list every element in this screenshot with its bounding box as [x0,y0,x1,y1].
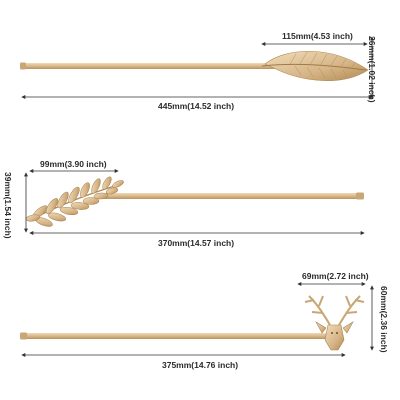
stick-end-cap [20,62,26,70]
total-length-label-1: 445mm(14.52 inch) [158,101,235,111]
stick-bar [20,63,278,69]
stick-bar [95,193,363,199]
leaf-branch-icon [25,176,124,227]
dimension-lines-2 [24,169,365,235]
ornament-height-label-3: 60mm(2.36 inch) [379,286,389,353]
feather-icon [261,51,369,81]
leaf-branch-hair-stick [25,176,364,227]
deer-head-icon [304,295,365,351]
ornament-width-label-1: 115mm(4.53 inch) [282,31,353,41]
total-length-label-3: 375mm(14.76 inch) [162,360,239,370]
stick-end-cap [356,192,364,200]
dimension-lines-1 [21,36,374,99]
ornament-width-label-2: 99mm(3.90 inch) [40,159,107,169]
ornament-height-label-2: 39mm(1.54 inch) [3,172,13,239]
ornament-height-label-1: 26mm(1.02 inch) [367,36,377,103]
stick-end-cap [20,332,27,340]
stick-bar [20,333,340,339]
feather-hair-stick [20,51,369,81]
ornament-width-label-3: 69mm(2.72 inch) [302,271,369,281]
dimension-lines-3 [21,282,374,357]
total-length-label-2: 370mm(14.57 inch) [158,238,235,248]
deer-head-hair-stick [20,295,365,351]
